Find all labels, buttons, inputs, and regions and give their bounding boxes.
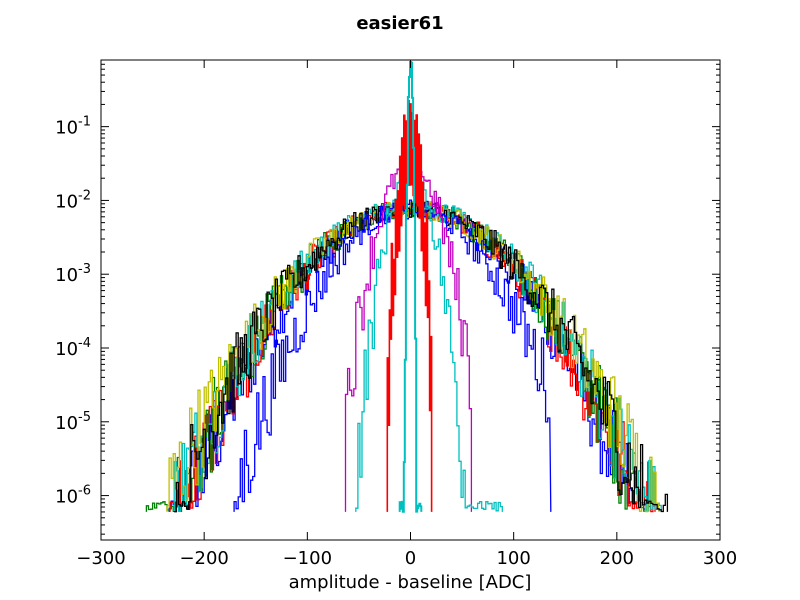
chart-title: easier61 (356, 13, 443, 34)
x-tick-label: 100 (496, 548, 530, 569)
x-axis-label: amplitude - baseline [ADC] (289, 572, 532, 593)
x-tick-label: −100 (283, 548, 332, 569)
y-tick-label: 10-4 (55, 336, 91, 360)
x-tick-label: 0 (405, 548, 416, 569)
x-axis: −300 −200 −100 0 100 200 300 (76, 60, 737, 569)
series-line-9 (386, 99, 433, 512)
x-tick-label: 300 (703, 548, 737, 569)
series-line-6 (233, 199, 552, 512)
x-tick-label: −300 (76, 548, 125, 569)
y-tick-label: 10-1 (55, 115, 91, 139)
y-tick-label: 10-2 (55, 188, 91, 212)
x-tick-label: 200 (600, 548, 634, 569)
x-tick-label: −200 (179, 548, 228, 569)
y-axis: 10-6 10-5 10-4 10-3 10-2 10-1 (55, 59, 720, 535)
series-line-8 (355, 161, 503, 512)
y-tick-label: 10-3 (55, 262, 91, 286)
series-line-4 (166, 200, 660, 513)
y-tick-label: 10-5 (55, 410, 91, 434)
y-tick-label: 10-6 (55, 484, 91, 508)
